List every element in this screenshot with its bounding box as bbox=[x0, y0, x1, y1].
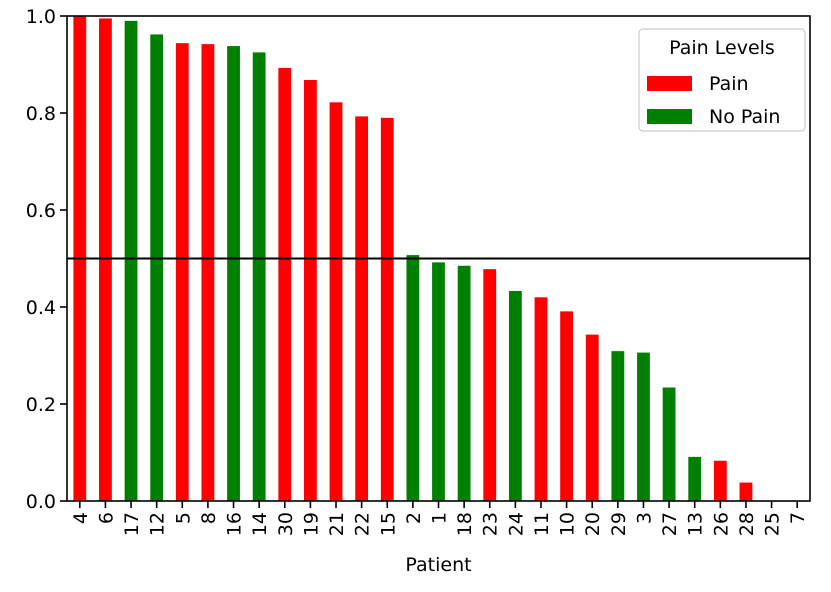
bar-patient-6 bbox=[99, 18, 112, 502]
legend: Pain Levels Pain No Pain bbox=[638, 28, 806, 132]
x-tick-label: 15 bbox=[377, 512, 399, 536]
bar-patient-13 bbox=[688, 456, 702, 501]
plot-area bbox=[73, 16, 753, 502]
legend-label-no-pain: No Pain bbox=[709, 106, 780, 128]
x-axis: 4 6 17 12 5 8 16 14 30 19 21 22 15 2 1 18 23 24 11 10 20 29 3 2… bbox=[70, 501, 809, 536]
bar-patient-21 bbox=[329, 102, 343, 501]
bar-patient-2 bbox=[406, 255, 420, 501]
x-tick-label: 5 bbox=[172, 512, 194, 524]
x-tick-label: 12 bbox=[147, 512, 169, 536]
x-tick-label: 16 bbox=[224, 512, 246, 536]
bar-patient-30 bbox=[278, 67, 292, 502]
y-tick-label: 0.8 bbox=[26, 103, 56, 125]
bar-patient-18 bbox=[457, 265, 471, 501]
bar-patient-22 bbox=[355, 116, 369, 502]
bar-patient-12 bbox=[150, 34, 164, 502]
legend-label-pain: Pain bbox=[709, 73, 749, 95]
bar-patient-29 bbox=[611, 351, 625, 501]
bar-patient-15 bbox=[380, 117, 394, 501]
legend-title: Pain Levels bbox=[669, 37, 775, 59]
x-tick-label: 22 bbox=[352, 512, 374, 536]
y-tick-label: 0.2 bbox=[26, 394, 56, 416]
x-tick-label: 10 bbox=[557, 512, 579, 536]
x-tick-label: 18 bbox=[454, 512, 476, 536]
x-tick-label: 19 bbox=[300, 512, 322, 536]
legend-box bbox=[638, 28, 806, 132]
x-tick-label: 8 bbox=[198, 512, 220, 524]
y-axis: 0.0 0.2 0.4 0.6 0.8 1.0 bbox=[26, 6, 67, 513]
x-tick-label: 28 bbox=[736, 512, 758, 536]
x-tick-label: 3 bbox=[633, 512, 655, 524]
bar-patient-17 bbox=[124, 20, 138, 501]
bar-patient-28 bbox=[739, 482, 753, 501]
x-tick-label: 11 bbox=[531, 512, 553, 536]
bar-patient-27 bbox=[662, 387, 676, 501]
x-tick-label: 17 bbox=[121, 512, 143, 536]
bar-patient-1 bbox=[432, 262, 445, 501]
x-tick-label: 23 bbox=[480, 512, 502, 536]
x-tick-label: 29 bbox=[608, 512, 630, 536]
x-tick-label: 4 bbox=[70, 512, 92, 524]
x-tick-label: 13 bbox=[685, 512, 707, 536]
bar-patient-20 bbox=[585, 334, 599, 501]
x-tick-label: 30 bbox=[275, 512, 297, 536]
legend-swatch-pain bbox=[647, 76, 692, 91]
x-tick-label: 6 bbox=[95, 512, 117, 524]
y-tick-label: 0.0 bbox=[26, 491, 56, 513]
x-tick-label: 21 bbox=[326, 512, 348, 536]
bar-patient-24 bbox=[508, 290, 522, 501]
y-tick-label: 0.4 bbox=[26, 297, 56, 319]
bar-patient-16 bbox=[227, 46, 240, 501]
x-tick-label: 27 bbox=[659, 512, 681, 536]
bar-patient-14 bbox=[252, 52, 266, 501]
bar-patient-10 bbox=[560, 311, 574, 501]
bar-patient-8 bbox=[201, 44, 215, 501]
bar-patient-19 bbox=[303, 80, 317, 502]
bar-patient-11 bbox=[534, 297, 548, 501]
bar-patient-26 bbox=[713, 460, 727, 501]
x-tick-label: 25 bbox=[762, 512, 784, 536]
x-axis-title: Patient bbox=[405, 554, 471, 576]
y-tick-label: 1.0 bbox=[26, 6, 56, 28]
bar-patient-5 bbox=[175, 43, 189, 501]
y-tick-label: 0.6 bbox=[26, 200, 56, 222]
x-tick-label: 26 bbox=[710, 512, 732, 536]
x-tick-label: 14 bbox=[249, 512, 271, 536]
x-tick-label: 20 bbox=[582, 512, 604, 536]
x-tick-label: 24 bbox=[505, 512, 527, 536]
x-tick-label: 1 bbox=[429, 512, 451, 524]
bar-patient-23 bbox=[483, 269, 497, 501]
legend-swatch-no-pain bbox=[647, 109, 692, 124]
x-tick-label: 2 bbox=[403, 512, 425, 524]
x-tick-label: 7 bbox=[787, 512, 809, 524]
bar-patient-3 bbox=[637, 352, 650, 501]
